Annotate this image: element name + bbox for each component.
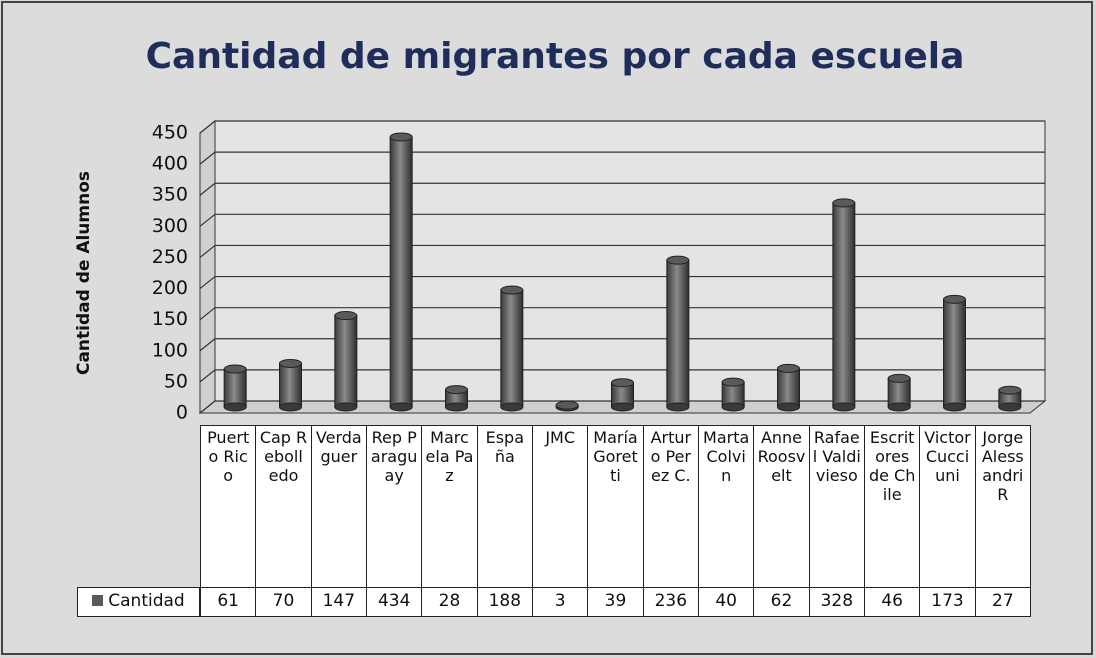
legend-cell: Cantidad [77, 587, 200, 617]
x-tick-label: Rafael Valdivieso [808, 425, 865, 588]
y-axis-label: Cantidad de Alumnos [74, 171, 94, 375]
legend-label: Cantidad [108, 591, 185, 611]
table-value: 62 [753, 587, 810, 617]
bar-top [500, 285, 524, 295]
bar [389, 136, 413, 408]
bar-top [445, 385, 468, 395]
bar-top [887, 373, 911, 383]
bar-base [887, 402, 911, 412]
x-tick-label: Anne Roosvelt [753, 425, 810, 588]
table-value: 39 [587, 587, 644, 617]
grid-line [199, 307, 1045, 321]
y-tick-label: 300 [152, 215, 188, 237]
bar-base [721, 402, 745, 412]
table-value: 46 [864, 587, 921, 617]
bar-base [777, 402, 800, 412]
x-tick-label: Verdaguer [310, 425, 367, 588]
x-tick-label: Victor Cucciuni [919, 425, 976, 588]
table-value: 27 [974, 587, 1031, 617]
table-value: 28 [421, 587, 478, 617]
x-tick-label: Escritores de Chile [864, 425, 921, 588]
y-tick-label: 250 [152, 246, 188, 268]
table-value: 61 [200, 587, 257, 617]
table-value: 173 [919, 587, 976, 617]
bar-top [943, 294, 966, 304]
bar-top [334, 311, 358, 321]
grid-line [199, 338, 1045, 352]
bar-top [998, 385, 1022, 395]
bar [777, 367, 800, 408]
bar-top [555, 400, 579, 410]
bar-base [943, 402, 966, 412]
bar-base [445, 402, 468, 412]
bar-base [500, 402, 524, 412]
table-value: 236 [642, 587, 699, 617]
x-tick-label: JMC [532, 425, 589, 588]
grid-line [199, 120, 1045, 134]
bar-base [279, 402, 302, 412]
y-tick-label: 100 [152, 339, 188, 361]
bar-base [611, 402, 634, 412]
bar [666, 259, 690, 408]
x-tick-label: Puerto Rico [200, 425, 257, 588]
bar-base [832, 402, 856, 412]
grid-line [199, 213, 1045, 227]
y-tick-label: 350 [152, 184, 188, 206]
table-value: 434 [366, 587, 423, 617]
bar [279, 362, 302, 408]
y-tick-label: 450 [152, 122, 188, 144]
x-tick-label: España [476, 425, 533, 588]
x-tick-label: Jorge Alessandri R [974, 425, 1031, 588]
x-tick-label: Marta Colvin [698, 425, 755, 588]
bar [334, 315, 358, 408]
bar-base [334, 402, 358, 412]
bar [223, 368, 247, 408]
grid-line [199, 369, 1045, 383]
bar-top [666, 255, 690, 265]
table-value: 188 [476, 587, 533, 617]
table-value: 328 [808, 587, 865, 617]
bar-base [666, 402, 690, 412]
y-tick-label: 150 [152, 308, 188, 330]
bar [500, 289, 524, 408]
y-tick-label: 400 [152, 153, 188, 175]
x-tick-label: Arturo Perez C. [642, 425, 699, 588]
table-value: 70 [255, 587, 312, 617]
bar-top [279, 358, 302, 368]
bar [832, 202, 856, 408]
bar [943, 298, 966, 408]
grid-line [199, 400, 1045, 414]
grid-line [199, 244, 1045, 258]
bar-top [721, 377, 745, 387]
bar-top [611, 378, 634, 388]
x-tick-label: Marcela Paz [421, 425, 478, 588]
bar-base [223, 402, 247, 412]
grid-line [199, 151, 1045, 165]
table-value: 40 [698, 587, 755, 617]
grid-line [199, 275, 1045, 290]
bar-top [389, 132, 413, 142]
chart-title: Cantidad de migrantes por cada escuela [146, 36, 965, 77]
grid-line [199, 182, 1045, 196]
x-tick-label: Cap Rebolledo [255, 425, 312, 588]
table-value: 147 [310, 587, 367, 617]
bar-top [777, 363, 800, 373]
y-tick-label: 200 [152, 277, 188, 299]
table-value: 3 [532, 587, 589, 617]
y-tick-label: 50 [164, 370, 188, 392]
x-tick-label: María Goretti [587, 425, 644, 588]
y-tick-label: 0 [176, 402, 188, 424]
bar-top [832, 198, 856, 208]
bar-top [223, 364, 247, 374]
side-wall [199, 119, 216, 415]
x-tick-label: Rep Paraguay [366, 425, 423, 588]
bar-base [389, 402, 413, 412]
bar-base [998, 402, 1022, 412]
legend-key [92, 595, 104, 606]
